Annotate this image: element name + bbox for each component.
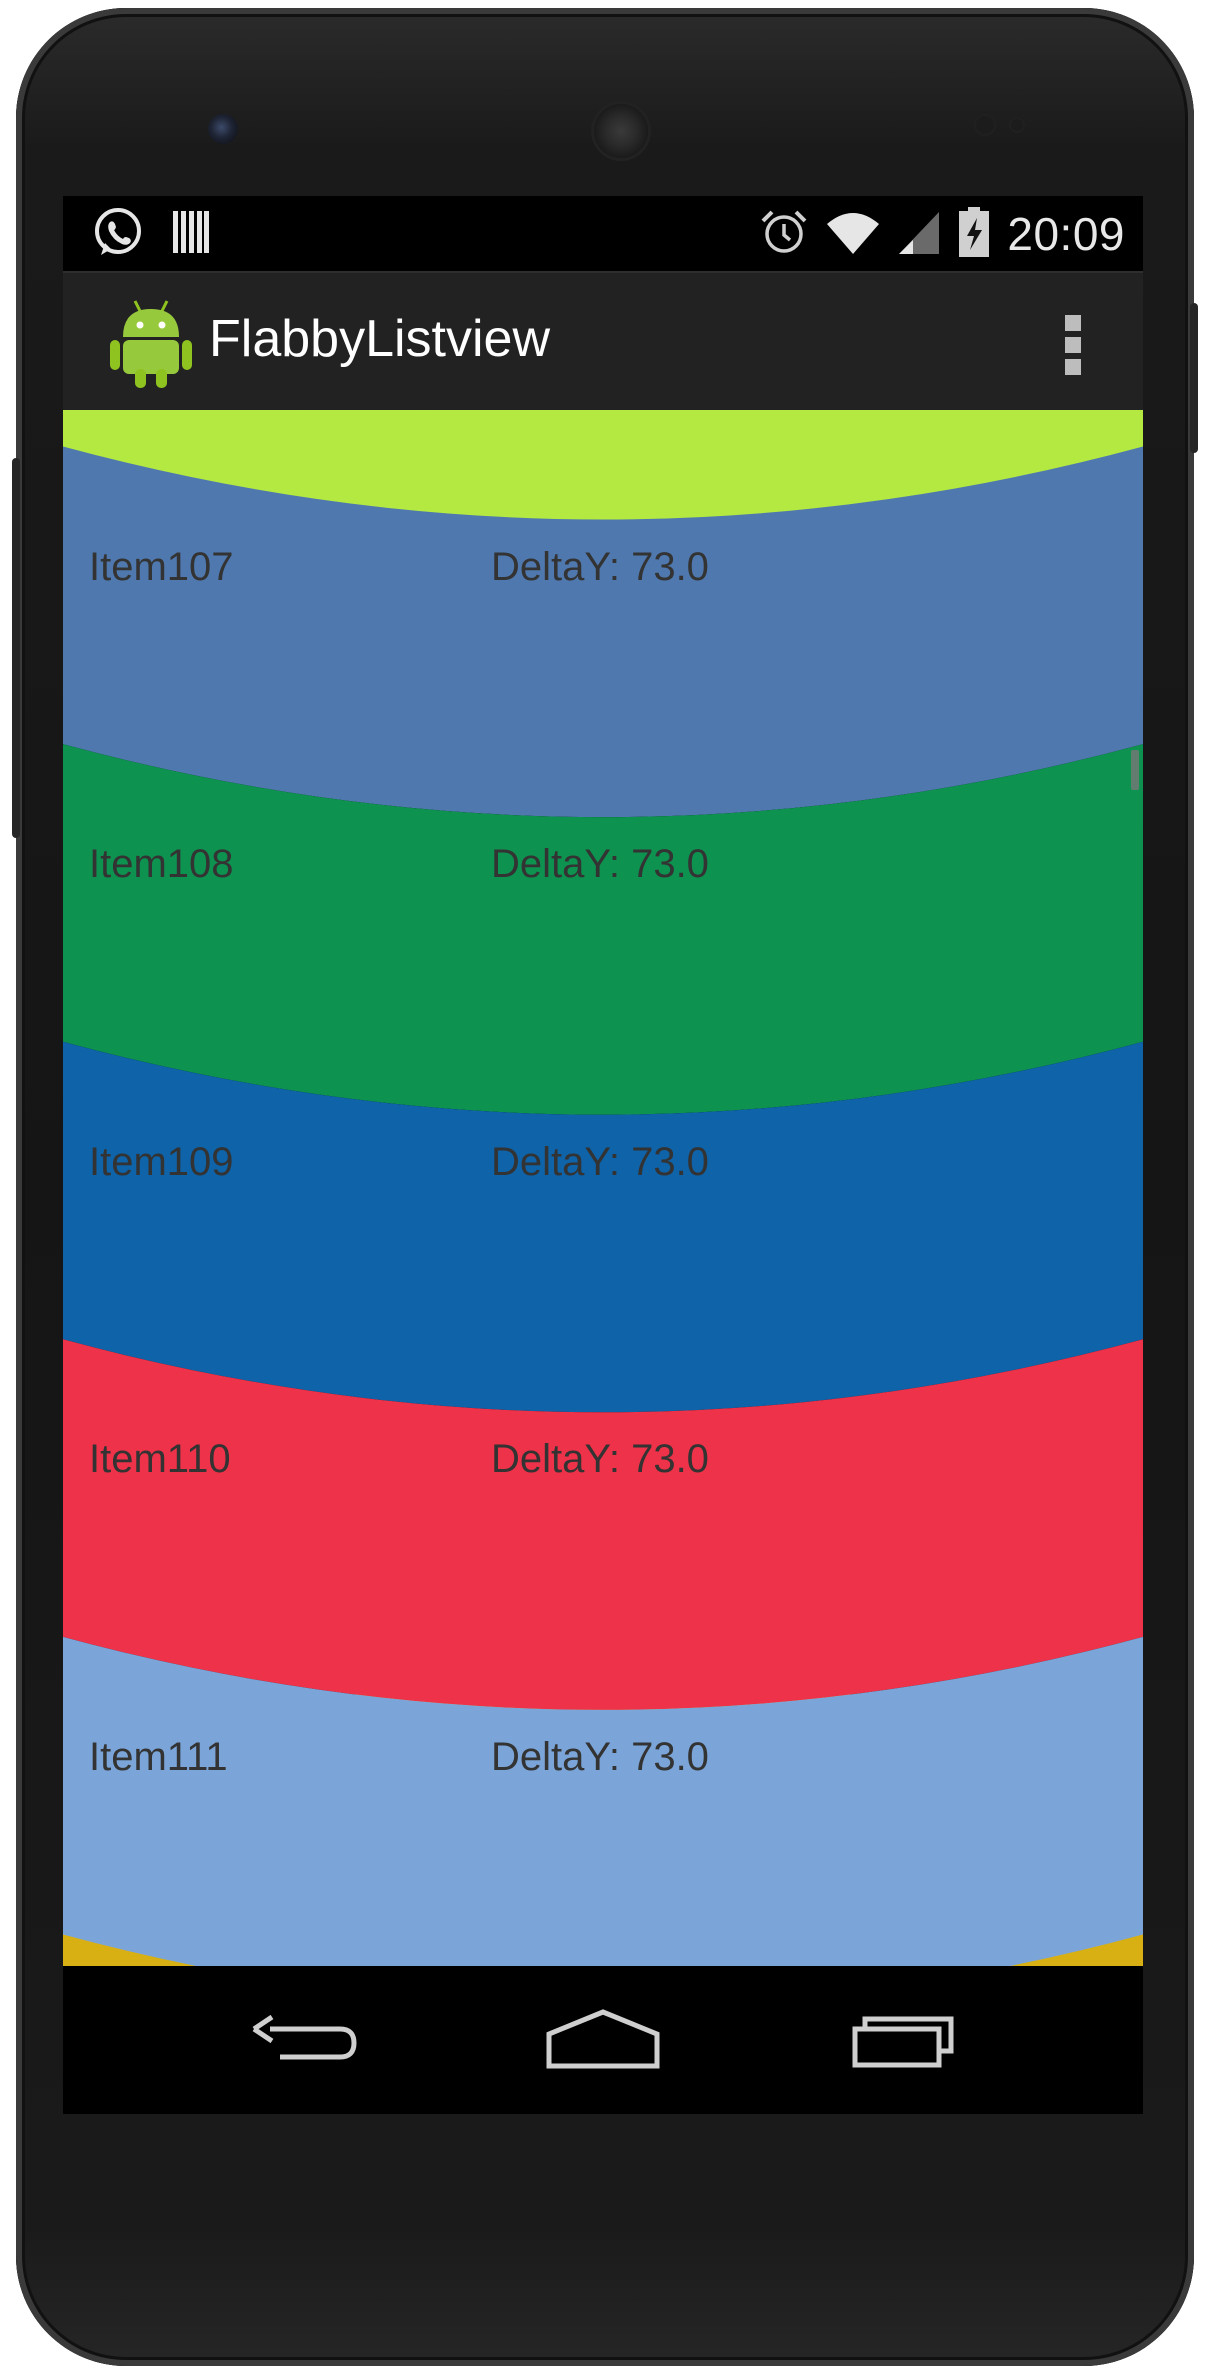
list-item-label: Item111 [89,1734,228,1779]
list-item-partial-top [295,410,1143,447]
barcode-icon [171,209,211,259]
back-button[interactable] [245,1996,365,2086]
battery-charging-icon [957,206,991,262]
back-icon [250,2009,360,2073]
action-bar: FlabbyListview [63,271,1143,410]
status-bar: 20:09 [63,196,1143,271]
signal-icon [897,208,941,260]
navigation-bar [63,1966,1143,2114]
list-item-bg-item111 [63,1636,1143,1966]
list-graphics [63,410,1143,1966]
power-button [1190,303,1198,453]
list-item-label: Item108 [89,842,234,887]
app-title: FlabbyListview [209,310,551,368]
list-item-delta: DeltaY: 73.0 [491,544,709,589]
home-button[interactable] [543,1996,663,2086]
home-icon [545,2008,661,2074]
screen: 20:09 FlabbyListview Item107 [63,196,1143,2114]
list-item-bg-item109 [63,1041,1143,1413]
list-item-bg-item110 [63,1339,1143,1710]
list-item-delta: DeltaY: 73.0 [491,1734,709,1779]
list-item-delta: DeltaY: 73.0 [491,842,709,887]
list-scrollbar[interactable] [1131,750,1139,790]
list-item-delta: DeltaY: 73.0 [491,1139,709,1184]
proximity-sensor [976,116,994,134]
earpiece-speaker [594,104,648,158]
list-item-label: Item110 [89,1437,231,1482]
flabby-listview[interactable]: Item107 DeltaY: 73.0 Item108 DeltaY: 73.0 It… [63,410,1143,1966]
front-camera [208,114,238,144]
recent-apps-button[interactable] [846,1996,966,2086]
list-item-delta: DeltaY: 73.0 [491,1437,709,1482]
recent-apps-icon [851,2009,961,2073]
wifi-icon [825,208,881,260]
list-item-bg-item107 [63,446,1143,818]
whatsapp-icon [91,205,145,263]
list-item-bg-item108 [63,744,1143,1115]
android-robot-icon[interactable] [109,297,193,389]
list-item-label: Item107 [89,544,234,589]
overflow-menu-icon[interactable] [1063,315,1083,375]
volume-button [12,458,20,838]
status-clock: 20:09 [1007,208,1125,260]
light-sensor [1011,119,1023,131]
alarm-icon [759,207,809,261]
list-item-label: Item109 [89,1139,234,1184]
